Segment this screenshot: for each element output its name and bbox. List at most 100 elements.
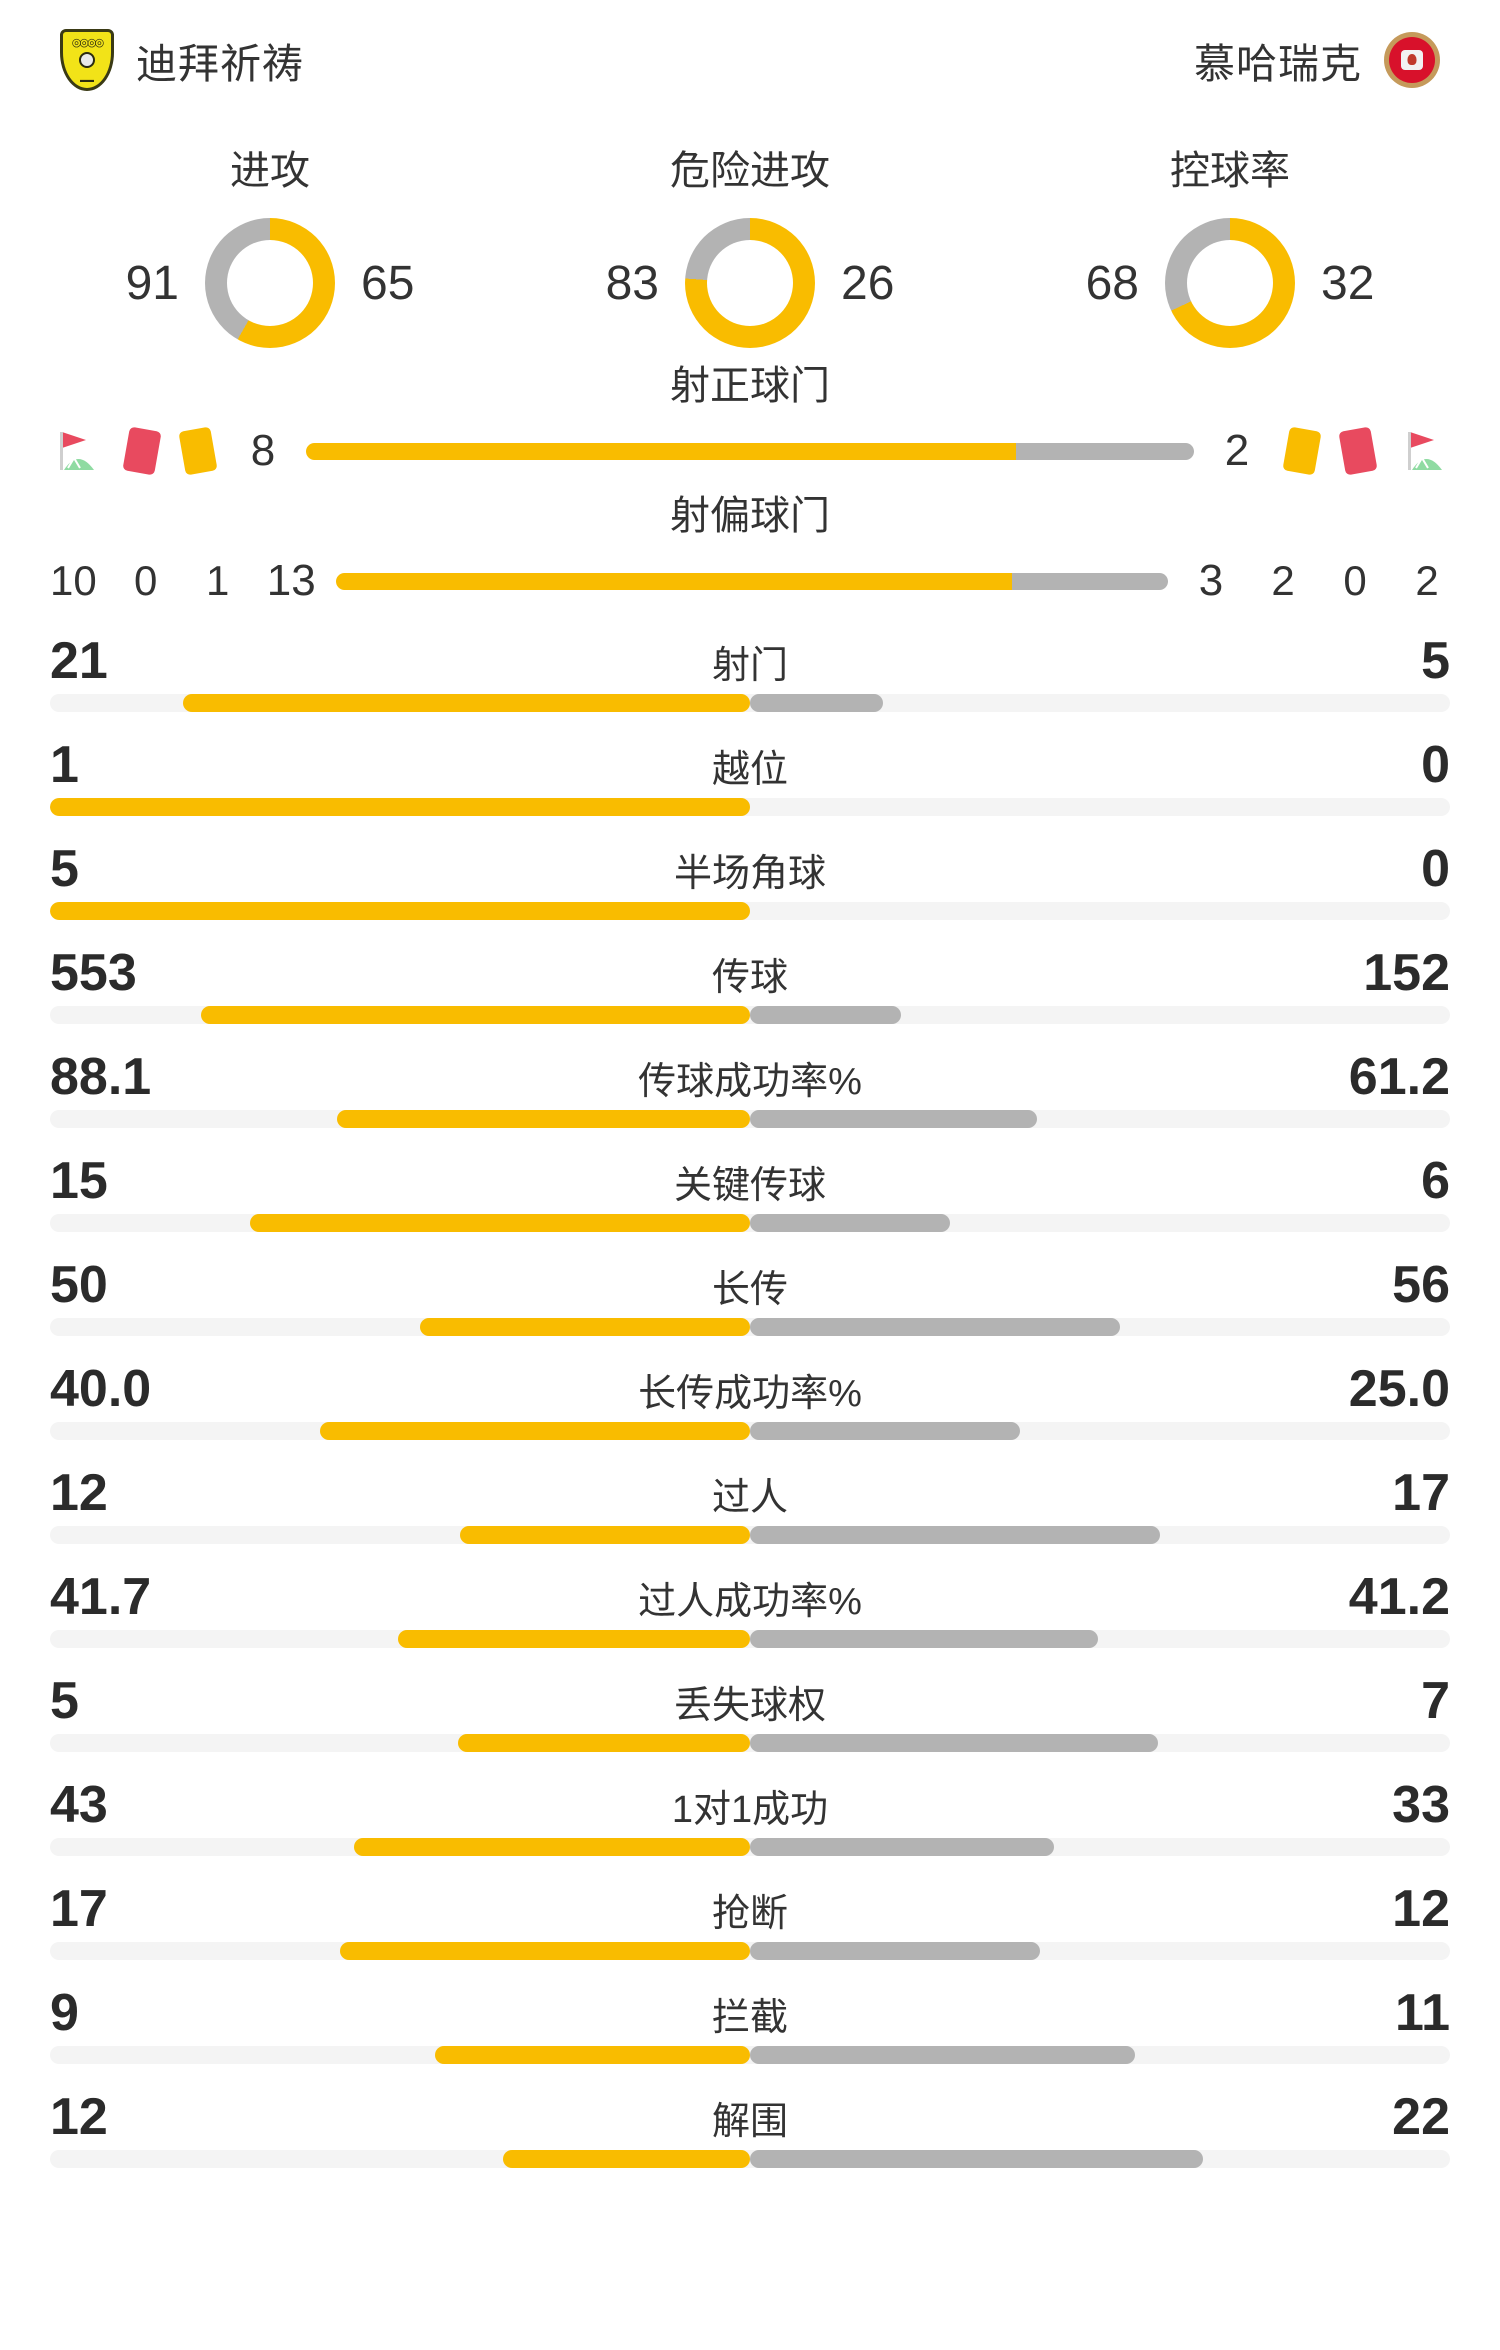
stat-label: 抢断 [711,1892,788,1935]
stat-home-bar-fill [250,1214,750,1232]
stat-bar [50,1006,1450,1024]
home-team[interactable]: ◎◎◎◎ ▬▬ 迪拜祈祷 [60,29,304,91]
red-card-icon [1338,426,1378,476]
shots-off-target-label: 射偏球门 [670,494,830,538]
stat-away-bar-fill [750,694,883,712]
stat-bar [50,694,1450,712]
stat-away-bar-fill [750,1422,1020,1440]
stat-home-bar-fill [339,1942,750,1960]
stat-home-value: 5 [50,840,79,898]
donut-home-value: 91 [125,256,179,310]
stat-row: 50 长传 56 [50,1252,1450,1356]
donut-dangerous-attacks: 危险进攻 83 26 [530,138,970,348]
away-yellow-cards-count: 2 [1271,557,1295,604]
stat-home-value: 88.1 [50,1048,152,1106]
stat-home-bar-fill [460,1526,750,1544]
away-team-name: 慕哈瑞克 [1194,41,1362,87]
stat-away-value: 6 [1421,1152,1450,1210]
away-corners-count: 2 [1415,557,1439,604]
stat-home-value: 12 [50,1464,108,1522]
stat-home-value: 9 [50,1984,79,2042]
stat-home-value: 21 [50,632,108,690]
away-bar-fill [1011,572,1168,590]
stat-away-bar-fill [750,1838,1054,1856]
stat-away-bar-fill [750,2150,1203,2168]
stat-home-bar-fill [353,1838,750,1856]
stat-row: 553 传球 152 [50,940,1450,1044]
stat-home-value: 1 [50,736,79,794]
donut-label: 进攻 [230,149,310,193]
donut-home-value: 68 [1085,256,1139,310]
stat-away-value: 0 [1421,736,1450,794]
stat-label: 过人 [711,1476,788,1519]
stat-away-value: 12 [1392,1880,1450,1938]
away-team[interactable]: 慕哈瑞克 [1194,30,1440,90]
home-yellow-cards-count: 1 [206,557,230,604]
stat-home-value: 50 [50,1256,108,1314]
stat-home-bar-fill [50,902,750,920]
stat-away-value: 22 [1392,2088,1450,2146]
donut-chart [1165,218,1295,348]
stat-bar [50,1318,1450,1336]
shots-off-target-block: 射偏球门 10 0 1 13 3 2 0 2 [0,488,1500,618]
stat-bar [50,1734,1450,1752]
away-discipline-icons: 2 [1214,426,1450,476]
away-red-cards-count: 0 [1343,557,1367,604]
stat-bar [50,1214,1450,1232]
stat-label: 解围 [711,2100,788,2143]
stat-away-bar-fill [750,1734,1159,1752]
stat-bar [50,902,1450,920]
stat-row: 12 过人 17 [50,1460,1450,1564]
stat-away-value: 11 [1395,1984,1450,2042]
stat-bar [50,1110,1450,1128]
stat-home-value: 43 [50,1776,108,1834]
stat-home-value: 553 [50,944,137,1002]
stat-away-bar-fill [750,1214,951,1232]
stat-away-bar-fill [750,1942,1040,1960]
shots-on-target-bar [306,442,1194,460]
stat-home-value: 15 [50,1152,108,1210]
stat-label: 射门 [711,644,788,687]
corner-flag-icon [1398,426,1450,476]
stat-home-value: 5 [50,1672,79,1730]
stat-away-value: 7 [1421,1672,1450,1730]
donut-away-value: 32 [1321,256,1375,310]
stat-home-bar-fill [337,1110,750,1128]
stat-home-value: 12 [50,2088,108,2146]
stat-row: 41.7 过人成功率% 41.2 [50,1564,1450,1668]
home-shots-off-target: 13 [266,556,316,605]
donut-summary-row: 进攻 91 65 危险进攻 83 26 控球率 68 32 [0,120,1500,358]
home-red-cards-count: 0 [134,557,158,604]
stat-away-bar-fill [750,2046,1135,2064]
stat-bar [50,798,1450,816]
donut-attacks: 进攻 91 65 [50,138,490,348]
corner-flag-icon [50,426,102,476]
away-bar-fill [1016,442,1194,460]
home-discipline-counts: 10 0 1 13 [50,556,316,606]
stat-away-value: 152 [1363,944,1450,1002]
stat-row: 17 抢断 12 [50,1876,1450,1980]
donut-chart [685,218,815,348]
stat-away-value: 41.2 [1348,1568,1450,1626]
stat-away-value: 0 [1421,840,1450,898]
donut-label: 控球率 [1170,149,1290,193]
stat-bar [50,2150,1450,2168]
stat-row: 43 1对1成功 33 [50,1772,1450,1876]
donut-away-value: 26 [841,256,895,310]
yellow-card-icon [178,426,218,476]
stat-bar [50,1422,1450,1440]
stat-label: 传球成功率% [638,1060,862,1103]
stat-away-value: 5 [1421,632,1450,690]
home-club-crest-icon: ◎◎◎◎ ▬▬ [60,29,114,91]
stat-label: 关键传球 [673,1164,826,1207]
stat-row: 15 关键传球 6 [50,1148,1450,1252]
home-bar-fill [306,442,1017,460]
stat-row: 12 解围 22 [50,2084,1450,2188]
donut-away-value: 65 [361,256,415,310]
match-header: ◎◎◎◎ ▬▬ 迪拜祈祷 慕哈瑞克 [0,0,1500,120]
stat-row: 21 射门 5 [50,628,1450,732]
donut-label: 危险进攻 [670,149,830,193]
stat-home-value: 17 [50,1880,108,1938]
stat-label: 过人成功率% [638,1580,862,1623]
stat-home-bar-fill [183,694,750,712]
